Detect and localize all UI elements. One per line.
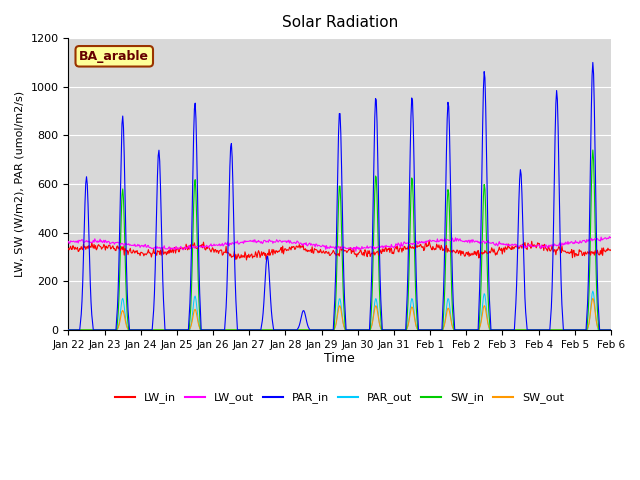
Text: BA_arable: BA_arable — [79, 50, 149, 63]
Y-axis label: LW, SW (W/m2), PAR (umol/m2/s): LW, SW (W/m2), PAR (umol/m2/s) — [15, 91, 25, 277]
Title: Solar Radiation: Solar Radiation — [282, 15, 398, 30]
X-axis label: Time: Time — [324, 352, 355, 365]
Legend: LW_in, LW_out, PAR_in, PAR_out, SW_in, SW_out: LW_in, LW_out, PAR_in, PAR_out, SW_in, S… — [111, 388, 568, 408]
